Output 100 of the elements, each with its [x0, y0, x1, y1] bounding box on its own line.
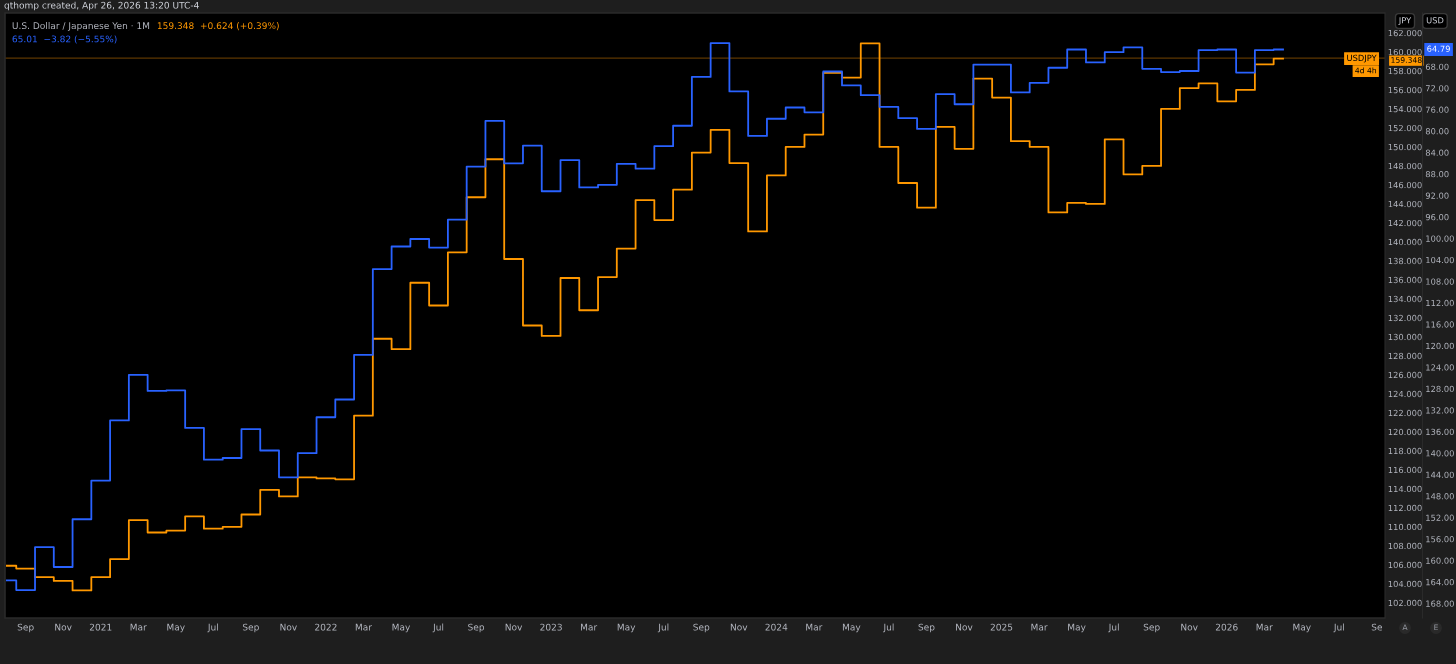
x-tick-label: May [167, 623, 185, 633]
x-tick-label: Sep [693, 623, 710, 633]
x-tick-label: Mar [1031, 623, 1048, 631]
y-tick-label: 126.000 [1388, 371, 1422, 379]
x-tick-label: 2024 [765, 623, 788, 631]
x-tick-label: Nov [730, 623, 748, 631]
x-tick-label: Sep [468, 623, 485, 633]
x-tick-label: Mar [130, 623, 147, 631]
y2-tick-label: 68.00 [1425, 63, 1449, 70]
x-tick-label: Mar [806, 623, 823, 631]
annotation: USDJPY [1347, 54, 1377, 63]
x-tick-label: Nov [956, 623, 973, 631]
y2-tick-label: 76.00 [1425, 106, 1449, 113]
y-tick-label: 156.000 [1388, 86, 1422, 94]
annotation: 65.01 −3.82 (−5.55%) [12, 35, 117, 44]
x-tick-label: Jul [207, 623, 218, 633]
text: U.S. Dollar / Japanese Yen · 1M [12, 22, 150, 31]
y-tick-label: 162.000 [1388, 29, 1422, 37]
y2-tick-label: 72.00 [1425, 85, 1449, 92]
y-tick-label: 112.000 [1388, 504, 1422, 512]
y-tick-label: 142.000 [1388, 219, 1422, 227]
y-tick-label: 128.000 [1388, 352, 1422, 360]
text: JPY [1398, 17, 1412, 25]
y2-tick-label: 136.00 [1426, 428, 1454, 436]
y-tick-label: 104.000 [1388, 580, 1422, 588]
x-tick-label: 2025 [990, 623, 1013, 631]
x-tick-label: Nov [280, 623, 297, 631]
x-tick-label: 2021 [89, 623, 112, 631]
x-tick-label: Sep [242, 623, 259, 633]
x-tick-label: Nov [1181, 623, 1198, 631]
y2-tick-label: 108.00 [1426, 278, 1454, 285]
x-tick-label: May [1068, 623, 1086, 633]
y-tick-label: 150.000 [1388, 143, 1422, 151]
x-tick-label: Mar [581, 623, 598, 631]
y2-tick-label: 128.00 [1426, 385, 1454, 393]
y-tick-label: 134.000 [1388, 295, 1422, 303]
y2-tick-label: 120.00 [1426, 342, 1454, 350]
y2-tick-label: 124.00 [1426, 364, 1454, 371]
y2-tick-label: 88.00 [1425, 171, 1449, 178]
x-tick-label: Jul [1108, 623, 1119, 633]
y2-tick-label: 152.00 [1426, 514, 1454, 521]
x-tick-label: Se [1371, 623, 1383, 631]
y-tick-label: 116.000 [1388, 466, 1422, 474]
x-tick-label: Sep [918, 623, 935, 633]
y2-tick-label: 148.00 [1426, 493, 1454, 500]
y2-tick-label: 104.00 [1426, 256, 1454, 264]
y-tick-label: 122.000 [1388, 409, 1422, 417]
x-tick-label: Jul [432, 623, 444, 633]
y-tick-label: 158.000 [1388, 67, 1422, 75]
y2-tick-label: 164.00 [1426, 579, 1454, 586]
y2-tick-label: 96.00 [1425, 213, 1449, 221]
x-tick-label: Mar [355, 623, 372, 631]
y2-tick-label: 144.00 [1426, 471, 1454, 478]
y-tick-label: 146.000 [1388, 181, 1422, 189]
y2-tick-label: 100.00 [1426, 235, 1454, 242]
y-tick-label: 102.000 [1388, 599, 1422, 607]
x-tick-label: May [842, 623, 861, 633]
text: USD [1426, 17, 1444, 24]
x-tick-label: May [392, 623, 411, 633]
y2-tick-label: 168.00 [1426, 600, 1454, 607]
y-tick-label: 110.000 [1388, 523, 1422, 531]
y-tick-label: 152.000 [1388, 124, 1422, 132]
y2-tick-label: 112.00 [1426, 299, 1454, 307]
x-tick-label: May [1293, 623, 1311, 633]
x-tick-label: 2026 [1215, 623, 1238, 631]
x-tick-label: 2022 [315, 623, 337, 631]
x-tick-label: Mar [1256, 623, 1273, 631]
y-tick-label: 154.000 [1388, 105, 1422, 113]
x-tick-label: Nov [505, 623, 523, 631]
y-tick-label: 132.000 [1388, 314, 1422, 322]
x-tick-label: Jul [657, 623, 669, 633]
y2-tick-label: 92.00 [1425, 192, 1449, 199]
y-tick-label: 118.000 [1388, 447, 1422, 455]
x-tick-label: May [617, 623, 636, 633]
y-tick-label: 124.000 [1388, 390, 1422, 398]
x-tick-label: Nov [55, 623, 72, 631]
text: 64.79 [1427, 45, 1450, 52]
y-tick-label: 144.000 [1388, 200, 1422, 208]
annotation: 159.348 +0.624 (+0.39%) [157, 22, 279, 31]
x-tick-label: Jul [883, 623, 894, 633]
y-tick-label: 114.000 [1388, 485, 1422, 493]
y2-tick-label: 140.00 [1426, 450, 1454, 457]
y2-tick-label: 160.00 [1426, 557, 1454, 564]
y-tick-label: 138.000 [1388, 257, 1422, 265]
y2-tick-label: 84.00 [1425, 149, 1449, 156]
text: qthomp created, Apr 26, 2026 13:20 UTC-4 [4, 1, 199, 11]
y2-tick-label: 80.00 [1425, 128, 1449, 135]
y-tick-label: 136.000 [1388, 276, 1422, 284]
y-tick-label: 120.000 [1388, 428, 1422, 436]
y-tick-label: 106.000 [1388, 561, 1422, 569]
y2-tick-label: 156.00 [1426, 536, 1454, 543]
x-tick-label: 2023 [540, 623, 562, 631]
x-tick-label: Jul [1333, 623, 1344, 633]
x-tick-label: Sep [1143, 623, 1160, 633]
y-tick-label: 140.000 [1388, 238, 1422, 246]
y-tick-label: 148.000 [1388, 162, 1422, 170]
y-tick-label: 108.000 [1388, 542, 1422, 550]
y2-tick-label: 132.00 [1426, 407, 1454, 414]
x-tick-label: Sep [17, 623, 34, 633]
y2-tick-label: 116.00 [1426, 321, 1454, 328]
